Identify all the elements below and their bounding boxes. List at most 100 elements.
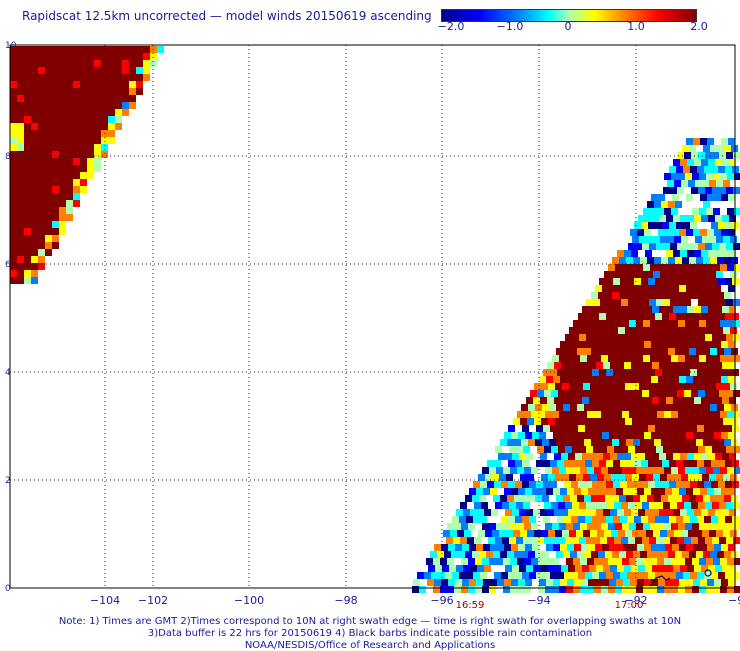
- swath-cell: [699, 208, 706, 215]
- swath-cell: [94, 102, 101, 109]
- swath-cell: [606, 481, 613, 488]
- swath-cell: [10, 109, 17, 116]
- swath-cell: [566, 467, 573, 474]
- swath-cell: [628, 502, 635, 509]
- swath-cell: [493, 551, 500, 558]
- swath-cell: [675, 348, 682, 355]
- swath-cell: [515, 516, 522, 523]
- swath-cell: [440, 558, 447, 565]
- swath-cell: [10, 95, 17, 102]
- swath-cell: [687, 509, 694, 516]
- swath-cell: [613, 516, 620, 523]
- swath-cell: [711, 222, 718, 229]
- swath-cell: [467, 537, 474, 544]
- swath-cell: [718, 278, 725, 285]
- swath-cell: [711, 572, 718, 579]
- swath-cell: [520, 530, 527, 537]
- swath-cell: [733, 187, 740, 194]
- swath-cell: [707, 579, 714, 586]
- swath-cell: [24, 130, 31, 137]
- swath-cell: [590, 418, 597, 425]
- swath-cell: [697, 460, 704, 467]
- swath-cell: [665, 488, 672, 495]
- swath-cell: [580, 355, 587, 362]
- swath-cell: [31, 165, 38, 172]
- swath-cell: [664, 264, 671, 271]
- swath-cell: [639, 271, 646, 278]
- swath-cell: [136, 60, 143, 67]
- swath-cell: [701, 453, 708, 460]
- swath-cell: [650, 467, 657, 474]
- swath-cell: [669, 166, 676, 173]
- swath-cell: [733, 152, 740, 159]
- swath-cell: [543, 425, 550, 432]
- swath-cell: [66, 151, 73, 158]
- swath-cell: [689, 292, 696, 299]
- swath-cell: [641, 481, 648, 488]
- swath-cell: [714, 432, 721, 439]
- swath-cell: [541, 418, 548, 425]
- swath-cell: [45, 144, 52, 151]
- swath-cell: [664, 208, 671, 215]
- swath-cell: [101, 151, 108, 158]
- swath-cell: [482, 586, 489, 593]
- swath-cell: [669, 425, 676, 432]
- swath-cell: [668, 348, 675, 355]
- swath-cell: [682, 292, 689, 299]
- swath-cell: [549, 439, 556, 446]
- swath-cell: [580, 467, 587, 474]
- swath-cell: [629, 586, 636, 593]
- swath-cell: [539, 432, 546, 439]
- swath-cell: [577, 439, 584, 446]
- swath-cell: [730, 418, 737, 425]
- swath-cell: [653, 327, 660, 334]
- swath-cell: [648, 572, 655, 579]
- swath-cell: [572, 537, 579, 544]
- swath-cell: [52, 74, 59, 81]
- swath-cell: [503, 523, 510, 530]
- swath-cell: [631, 565, 638, 572]
- swath-cell: [660, 327, 667, 334]
- swath-cell: [441, 544, 448, 551]
- swath-cell: [24, 158, 31, 165]
- swath-cell: [660, 418, 667, 425]
- swath-cell: [441, 579, 448, 586]
- swath-cell: [426, 586, 433, 593]
- swath-cell: [734, 320, 740, 327]
- swath-cell: [601, 558, 608, 565]
- swath-cell: [457, 530, 464, 537]
- swath-cell: [623, 579, 630, 586]
- swath-cell: [45, 53, 52, 60]
- swath-cell: [708, 453, 715, 460]
- swath-cell: [667, 180, 674, 187]
- swath-cell: [577, 348, 584, 355]
- swath-cell: [647, 292, 654, 299]
- swath-cell: [52, 179, 59, 186]
- swath-cell: [668, 292, 675, 299]
- swath-cell: [66, 123, 73, 130]
- swath-cell: [725, 369, 732, 376]
- swath-cell: [582, 362, 589, 369]
- swath-cell: [596, 397, 603, 404]
- swath-cell: [59, 172, 66, 179]
- swath-cell: [17, 53, 24, 60]
- swath-cell: [704, 222, 711, 229]
- swath-cell: [672, 194, 679, 201]
- swath-cell: [592, 481, 599, 488]
- swath-cell: [684, 446, 691, 453]
- swath-cell: [721, 194, 728, 201]
- swath-cell: [52, 200, 59, 207]
- swath-cell: [10, 263, 17, 270]
- swath-cell: [717, 145, 724, 152]
- swath-cell: [627, 313, 634, 320]
- swath-cell: [718, 516, 725, 523]
- swath-cell: [17, 109, 24, 116]
- swath-cell: [527, 474, 534, 481]
- swath-cell: [651, 579, 658, 586]
- swath-cell: [646, 327, 653, 334]
- swath-cell: [636, 264, 643, 271]
- swath-cell: [674, 236, 681, 243]
- swath-cell: [474, 537, 481, 544]
- swath-cell: [647, 551, 654, 558]
- swath-cell: [649, 502, 656, 509]
